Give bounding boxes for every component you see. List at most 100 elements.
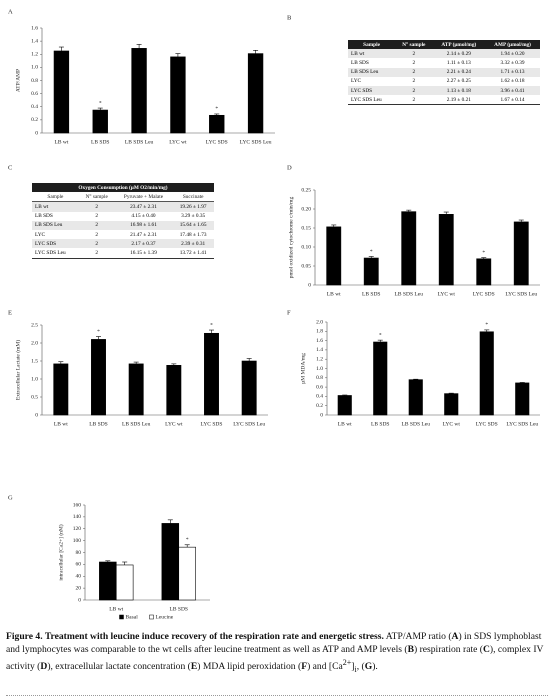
table-cell: 17.48 ± 1.73 xyxy=(172,229,214,240)
table-cell: LYC xyxy=(348,76,396,86)
x-tick-label: LB SDS xyxy=(362,291,381,297)
bar xyxy=(444,393,459,416)
table-cell: 1.11 ± 0.13 xyxy=(432,58,486,68)
bar xyxy=(53,363,69,416)
table-cell: LB wt xyxy=(32,201,79,212)
caption-text: Treatment with leucine induce recovery o… xyxy=(42,631,384,642)
table-cell: LYC xyxy=(32,229,79,240)
table-cell: 2 xyxy=(395,76,433,86)
table-cell: 23.47 ± 2.31 xyxy=(114,201,173,212)
panel-label: F xyxy=(287,309,291,316)
y-axis-label: ATP/AMP xyxy=(15,69,21,92)
table-row: LYC SDS Leu 2 2.19 ± 0.21 1.67 ± 0.14 xyxy=(348,95,540,105)
caption-text: B xyxy=(407,644,414,655)
column-header: Succinate xyxy=(172,192,214,203)
header-row: Sample N° sample Pyruvate + Malate Succinat… xyxy=(32,192,214,203)
table-cell: 2 xyxy=(395,85,433,96)
significance-mark: * xyxy=(379,332,382,338)
panel-label: E xyxy=(8,309,12,316)
table-head: Oxygen Consumption (µM O2/min/mg) Sample N… xyxy=(32,183,214,203)
table-cell: LYC SDS Leu xyxy=(32,248,79,258)
caption-text: , ( xyxy=(356,661,365,673)
table-cell: 1.62 ± 0.18 xyxy=(485,76,540,86)
caption-text: ATP/AMP ratio ( xyxy=(383,631,452,642)
y-tick-label: 1.6 xyxy=(316,338,323,344)
table-cell: 2 xyxy=(395,67,433,77)
bar xyxy=(115,564,134,601)
table-cell: 15.64 ± 1.65 xyxy=(172,220,214,230)
table-cell: 2.19 ± 0.21 xyxy=(432,95,486,105)
significance-mark: * xyxy=(99,100,102,106)
x-tick-label: LB SDS Leu xyxy=(395,291,424,297)
table-body: LB wt 2 2.14 ± 0.29 1.94 ± 0.20 LB SDS 2 1.11 … xyxy=(348,49,540,105)
x-tick-label: LYC SDS Leu xyxy=(505,291,537,297)
table-cell: LB SDS xyxy=(32,211,79,221)
table-cell: LB SDS xyxy=(348,58,396,68)
table-cell: LB wt xyxy=(348,49,396,59)
bar xyxy=(479,331,494,416)
y-tick-label: 1.0 xyxy=(31,376,38,382)
bar xyxy=(178,546,196,601)
bar xyxy=(92,109,108,134)
table-cell: 4.15 ± 0.40 xyxy=(114,211,173,221)
table-cell: 2 xyxy=(78,229,115,240)
caption-text: C xyxy=(482,644,490,655)
y-tick-label: 0 xyxy=(308,282,311,288)
y-tick-label: 2.5 xyxy=(31,322,38,328)
y-tick-label: 0.8 xyxy=(316,375,323,381)
y-tick-label: 1.0 xyxy=(316,366,323,372)
y-axis-label: µM MDA/mg xyxy=(300,353,306,384)
y-axis-label: Extracellular Lactate (mM) xyxy=(14,340,21,400)
y-tick-label: 0 xyxy=(78,597,81,603)
legend-swatch xyxy=(119,614,124,620)
x-tick-label: LYC SDS xyxy=(476,421,498,427)
table-cell: 2 xyxy=(395,95,433,105)
bar xyxy=(337,395,352,416)
caption-text: ). xyxy=(372,661,378,673)
x-tick-label: LB wt xyxy=(109,606,123,612)
x-tick-label: LYC SDS xyxy=(201,421,223,427)
y-tick-label: 0.25 xyxy=(301,187,311,193)
data-table: Sample N° sample ATP (µmol/mg) AMP (µmol/mg… xyxy=(348,40,540,106)
y-tick-label: 1.4 xyxy=(316,347,323,353)
header-row: Sample N° sample ATP (µmol/mg) AMP (µmol/mg… xyxy=(348,40,540,50)
bar xyxy=(170,56,186,134)
legend-swatch xyxy=(149,614,154,620)
table-row: LYC 2 2.27 ± 0.25 1.62 ± 0.18 xyxy=(348,76,540,86)
y-tick-label: 0.10 xyxy=(301,244,311,250)
caption-text: D xyxy=(40,661,48,673)
bar xyxy=(408,379,423,416)
x-tick-label: LB SDS xyxy=(89,421,108,427)
panel-label: A xyxy=(8,8,13,15)
column-header: ATP (µmol/mg) xyxy=(432,40,486,50)
x-tick-label: LYC wt xyxy=(438,291,456,297)
bar xyxy=(53,50,70,134)
table-cell: LYC SDS xyxy=(32,239,79,249)
x-tick-label: LYC SDS xyxy=(206,139,228,145)
y-tick-label: 40 xyxy=(76,574,82,580)
caption-text: ) in SDS lymphoblast and lymphocytes was… xyxy=(6,631,542,655)
x-tick-label: LB SDS Leu xyxy=(402,421,431,427)
table-title: Oxygen Consumption (µM O2/min/mg) xyxy=(32,183,214,193)
y-tick-label: 0 xyxy=(320,412,323,418)
table-cell: 1.67 ± 0.14 xyxy=(485,95,540,105)
significance-mark: * xyxy=(210,322,213,328)
caption-text: E xyxy=(190,661,198,673)
column-header: AMP (µmol/mg) xyxy=(485,40,540,50)
column-header: Pyruvate + Malate xyxy=(114,192,173,203)
bar xyxy=(515,382,530,416)
bar xyxy=(401,211,417,286)
x-tick-label: LB SDS xyxy=(170,606,189,612)
legend-label: Basal xyxy=(126,614,139,620)
x-tick-label: LYC SDS xyxy=(473,291,495,297)
significance-mark: * xyxy=(97,329,100,335)
column-header: Sample xyxy=(348,40,396,50)
table-cell: 2 xyxy=(78,248,115,258)
y-tick-label: 0.20 xyxy=(301,206,311,212)
caption-text: ), extracellular lactate concentration ( xyxy=(47,661,191,673)
y-tick-label: 1.4 xyxy=(31,38,38,44)
bar xyxy=(326,226,342,286)
significance-mark: * xyxy=(482,250,485,256)
y-tick-label: 0.4 xyxy=(31,104,38,110)
